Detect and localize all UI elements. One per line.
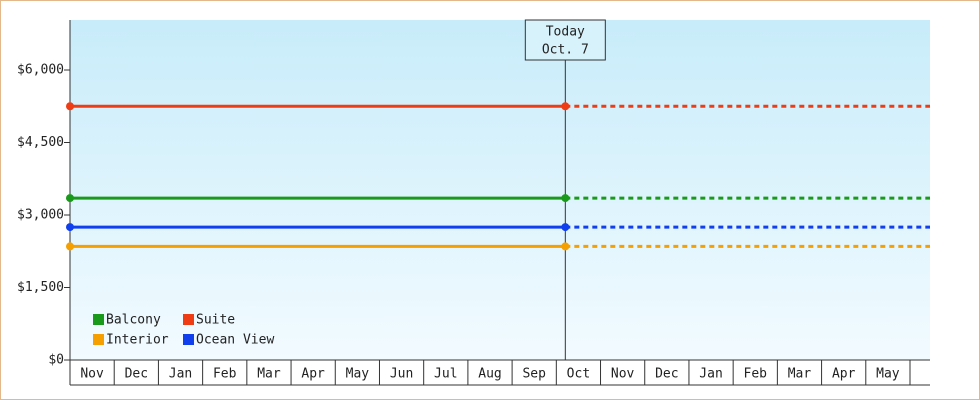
legend-swatch bbox=[93, 314, 104, 325]
x-tick-label: Apr bbox=[832, 367, 856, 382]
series-point bbox=[66, 242, 74, 251]
legend-label: Suite bbox=[196, 313, 235, 328]
plot-area bbox=[70, 20, 930, 360]
legend-label: Interior bbox=[106, 333, 169, 348]
x-tick-label: Mar bbox=[257, 367, 281, 382]
series-point bbox=[561, 194, 570, 203]
x-tick-label: Jan bbox=[169, 367, 192, 382]
legend-label: Balcony bbox=[106, 313, 161, 328]
series-point bbox=[561, 242, 570, 251]
x-tick-label: Nov bbox=[611, 367, 635, 382]
x-tick-label: Sep bbox=[522, 367, 546, 382]
y-tick-label: $1,500 bbox=[17, 280, 64, 295]
legend-swatch bbox=[183, 334, 194, 345]
today-label: Today bbox=[546, 25, 585, 40]
y-tick-label: $6,000 bbox=[17, 63, 64, 78]
y-tick-label: $4,500 bbox=[17, 135, 64, 150]
x-tick-label: Apr bbox=[301, 367, 325, 382]
x-tick-label: May bbox=[876, 367, 900, 382]
x-tick-label: Oct bbox=[567, 367, 590, 382]
x-tick-label: Feb bbox=[213, 367, 237, 382]
series-point bbox=[66, 102, 74, 111]
legend-swatch bbox=[183, 314, 194, 325]
today-date: Oct. 7 bbox=[542, 43, 589, 58]
x-tick-label: Feb bbox=[744, 367, 768, 382]
x-tick-label: May bbox=[346, 367, 370, 382]
y-tick-label: $3,000 bbox=[17, 208, 64, 223]
legend-swatch bbox=[93, 334, 104, 345]
series-point bbox=[66, 223, 74, 232]
x-tick-label: Dec bbox=[655, 367, 678, 382]
x-tick-label: Aug bbox=[478, 367, 501, 382]
x-tick-label: Mar bbox=[788, 367, 812, 382]
x-tick-label: Jan bbox=[699, 367, 722, 382]
x-tick-label: Nov bbox=[80, 367, 104, 382]
x-tick-label: Jun bbox=[390, 367, 413, 382]
series-point bbox=[561, 102, 570, 111]
y-tick-label: $0 bbox=[48, 353, 64, 368]
x-tick-label: Jul bbox=[434, 367, 457, 382]
series-point bbox=[66, 194, 74, 203]
x-tick-label: Dec bbox=[125, 367, 148, 382]
legend-label: Ocean View bbox=[196, 333, 274, 348]
series-point bbox=[561, 223, 570, 232]
today-box bbox=[524, 19, 606, 61]
